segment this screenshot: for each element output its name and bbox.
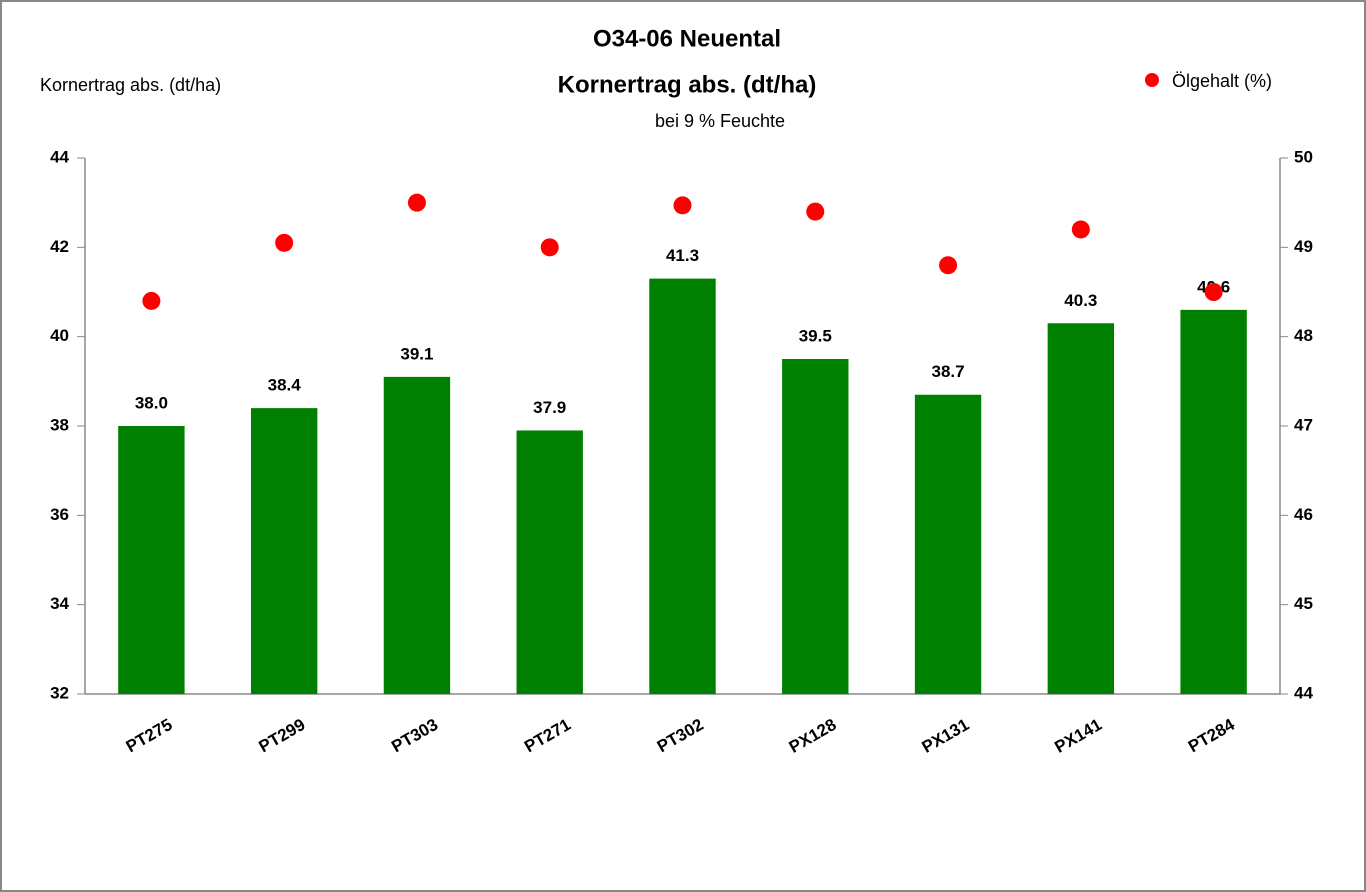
y2-tick-label: 44 (1294, 683, 1313, 702)
bar (250, 408, 318, 694)
data-label: 38.4 (268, 376, 302, 395)
y2-tick-label: 47 (1294, 415, 1313, 434)
data-label: 38.7 (932, 362, 965, 381)
data-label: 41.3 (666, 246, 699, 265)
y2-tick-label: 49 (1294, 237, 1313, 256)
oil-point (407, 193, 426, 212)
oil-point (1204, 283, 1223, 301)
data-label: 38.0 (135, 393, 168, 412)
y2-tick-label: 48 (1294, 326, 1313, 345)
bar (118, 426, 185, 694)
oil-point (142, 291, 161, 310)
chart-subtitle: Kornertrag abs. (dt/ha) (558, 71, 817, 98)
y-tick-label: 44 (50, 147, 69, 166)
y-tick-label: 42 (50, 237, 69, 256)
legend-marker (1145, 73, 1159, 87)
y-tick-label: 34 (50, 594, 69, 613)
y-tick-label: 38 (50, 415, 69, 434)
bar (383, 376, 451, 694)
data-label: 37.9 (533, 398, 566, 417)
y-tick-label: 40 (50, 326, 69, 345)
oil-point (939, 256, 958, 275)
data-label: 39.1 (400, 344, 433, 363)
chart-note: bei 9 % Feuchte (655, 111, 785, 131)
chart-title: O34-06 Neuental (593, 25, 781, 52)
bar (914, 394, 982, 694)
oil-point (540, 238, 559, 257)
oil-point (806, 202, 825, 221)
oil-point (673, 196, 692, 215)
oil-point (275, 233, 294, 252)
bar (1180, 309, 1247, 694)
y-tick-label: 36 (50, 505, 69, 524)
y2-tick-label: 45 (1294, 594, 1313, 613)
y2-tick-label: 46 (1294, 505, 1313, 524)
data-label: 40.3 (1064, 291, 1097, 310)
data-label: 39.5 (799, 326, 832, 345)
y2-tick-label: 50 (1294, 147, 1313, 166)
oil-point (1071, 220, 1090, 239)
y-axis-label: Kornertrag abs. (dt/ha) (40, 75, 221, 95)
legend-label: Ölgehalt (%) (1172, 71, 1272, 91)
bar (1047, 323, 1115, 694)
bar (649, 278, 716, 694)
bar (516, 430, 583, 694)
bar (782, 359, 849, 694)
y-tick-label: 32 (50, 683, 69, 702)
